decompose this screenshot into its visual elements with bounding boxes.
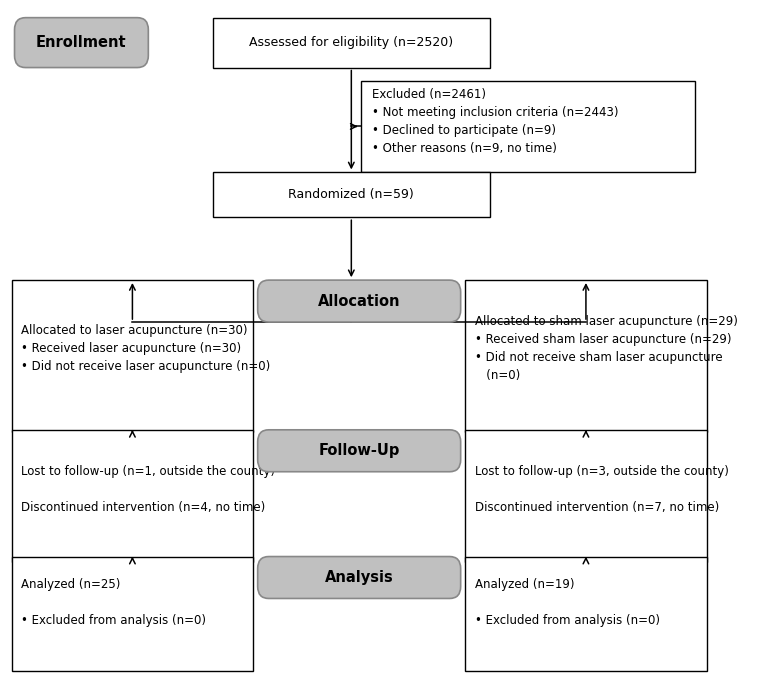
FancyBboxPatch shape bbox=[12, 556, 253, 672]
Text: Analyzed (n=19)

• Excluded from analysis (n=0): Analyzed (n=19) • Excluded from analysis… bbox=[475, 578, 660, 627]
Text: Excluded (n=2461)
• Not meeting inclusion criteria (n=2443)
• Declined to partic: Excluded (n=2461) • Not meeting inclusio… bbox=[371, 88, 618, 155]
FancyBboxPatch shape bbox=[465, 430, 706, 561]
FancyBboxPatch shape bbox=[15, 18, 148, 68]
FancyBboxPatch shape bbox=[465, 556, 706, 672]
Text: Enrollment: Enrollment bbox=[36, 35, 127, 50]
Text: Analysis: Analysis bbox=[325, 570, 393, 585]
FancyBboxPatch shape bbox=[213, 173, 490, 217]
Text: Allocated to laser acupuncture (n=30)
• Received laser acupuncture (n=30)
• Did : Allocated to laser acupuncture (n=30) • … bbox=[21, 324, 270, 373]
Text: Lost to follow-up (n=3, outside the county)

Discontinued intervention (n=7, no : Lost to follow-up (n=3, outside the coun… bbox=[475, 464, 728, 514]
FancyBboxPatch shape bbox=[258, 430, 461, 472]
FancyBboxPatch shape bbox=[258, 280, 461, 322]
FancyBboxPatch shape bbox=[465, 280, 706, 432]
Text: Assessed for eligibility (n=2520): Assessed for eligibility (n=2520) bbox=[249, 36, 454, 49]
FancyBboxPatch shape bbox=[12, 280, 253, 432]
FancyBboxPatch shape bbox=[12, 430, 253, 561]
FancyBboxPatch shape bbox=[258, 556, 461, 598]
Text: Randomized (n=59): Randomized (n=59) bbox=[288, 188, 414, 201]
FancyBboxPatch shape bbox=[213, 18, 490, 68]
Text: Allocation: Allocation bbox=[318, 294, 400, 309]
Text: Analyzed (n=25)

• Excluded from analysis (n=0): Analyzed (n=25) • Excluded from analysis… bbox=[21, 578, 206, 627]
Text: Follow-Up: Follow-Up bbox=[319, 443, 400, 458]
Text: Lost to follow-up (n=1, outside the county)

Discontinued intervention (n=4, no : Lost to follow-up (n=1, outside the coun… bbox=[21, 464, 275, 514]
Text: Allocated to sham laser acupuncture (n=29)
• Received sham laser acupuncture (n=: Allocated to sham laser acupuncture (n=2… bbox=[475, 315, 737, 382]
FancyBboxPatch shape bbox=[361, 81, 695, 173]
